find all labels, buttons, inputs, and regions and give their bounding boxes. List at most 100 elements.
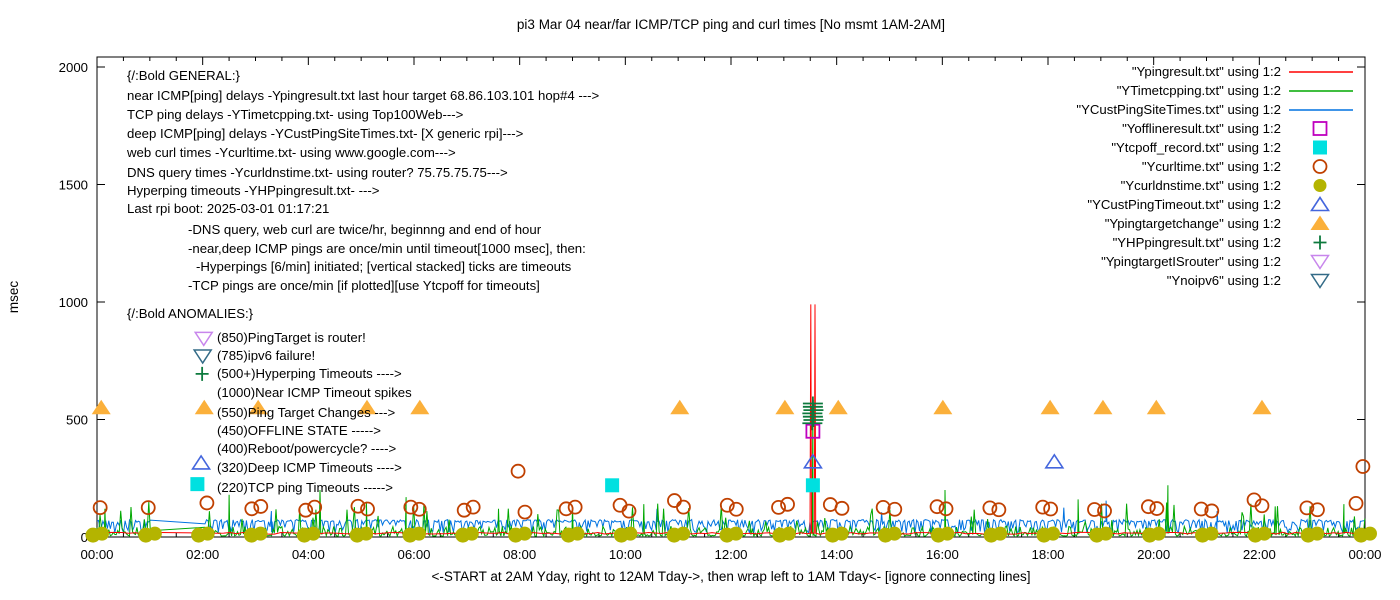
dns-time-point [834,526,849,541]
curl-time-point [140,500,156,516]
curl-time-point [298,502,314,518]
y-axis-label: msec [6,281,21,314]
dns-time-point [147,526,162,541]
curl-time-point [350,498,366,514]
curl-time-point [1087,502,1102,517]
ping-target-change-point [933,399,953,415]
curl-time-point [1035,499,1051,515]
y-tick-label: 2000 [59,60,88,75]
annotations: {/:Bold GENERAL:} near ICMP[ping] delays … [126,68,600,495]
anomaly-note: (400)Reboot/powercycle? ----> [217,441,397,456]
point-series [85,396,1377,543]
y-tick-label: 500 [66,413,88,428]
curl-time-point [307,499,323,515]
legend-label: "YCustPingTimeout.txt" using 1:2 [1087,197,1281,212]
dns-time-point [781,526,796,541]
curl-time-point [1355,459,1371,474]
curl-time-point [403,499,419,515]
curl-time-point [465,499,481,515]
general-note: TCP ping delays -YTimetcpping.txt- using… [127,107,464,122]
legend-label: "YCustPingSiteTimes.txt" using 1:2 [1076,102,1281,117]
anomaly-key-marker [192,349,213,365]
tcp-timeout-point [605,478,620,493]
anomaly-note: (550)Ping Target Changes ---> [217,405,396,420]
dns-time-point [517,526,532,541]
dns-time-point [200,526,215,541]
curl-time-point [1299,500,1315,516]
dns-time-point [1363,526,1377,541]
x-tick-label: 02:00 [186,547,219,562]
x-tick-label: 08:00 [503,547,536,562]
curl-time-point [1204,503,1220,519]
dns-time-point [676,526,691,541]
deep-icmp-timeout-point [1044,453,1065,469]
anomaly-note: (1000)Near ICMP Timeout spikes [217,385,412,400]
curl-time-point [1310,502,1325,518]
anomaly-note: (500+)Hyperping Timeouts ----> [217,366,402,381]
anomaly-key-marker [190,477,205,492]
anomaly-key-marker [191,454,212,470]
y-tick-label: 1000 [59,295,88,310]
ping-target-change-point [1252,399,1272,415]
plot-area: 00:00 02:00 04:00 06:00 08:00 10:00 12:00 14:00… [59,56,1382,562]
ping-target-change-point [1093,399,1113,415]
ping-target-change-point [194,399,214,415]
anomaly-note: (450)OFFLINE STATE -----> [217,423,381,438]
x-tick-label: 00:00 [80,547,113,562]
curl-time-point [929,499,945,515]
dns-time-point [623,526,638,541]
legend-label: "Ypingresult.txt" using 1:2 [1132,64,1281,79]
dns-time-point [1204,526,1219,541]
dns-time-point [993,526,1008,541]
dns-time-point [729,526,743,541]
legend-label: "YHPpingresult.txt" using 1:2 [1113,235,1281,250]
curl-time-point [411,501,427,517]
legend-label: "YTimetcpping.txt" using 1:2 [1117,83,1281,98]
ping-target-change-point [91,399,111,415]
ping-target-change-point [1040,399,1060,415]
deep-icmp-timeout-point [802,453,823,469]
dns-time-point [940,526,955,541]
curl-time-point [728,501,744,517]
legend-marker-sample [1310,273,1330,289]
dns-time-point [306,526,321,541]
general-note: DNS query times -Ycurldnstime.txt- using… [127,165,508,180]
curl-time-point [875,499,891,515]
legend-label: "Ycurldnstime.txt" using 1:2 [1121,178,1281,193]
dns-time-point [359,526,374,541]
ping-target-change-point [828,399,848,415]
curl-time-point [667,493,682,508]
general-note: web curl times -Ycurltime.txt- using www… [126,145,456,160]
curl-time-point [1254,498,1270,514]
legend-marker-sample [1312,159,1328,174]
anomaly-key-marker [195,366,209,381]
legend-label: "YpingtargetISrouter" using 1:2 [1101,254,1281,269]
curl-time-point [456,502,472,518]
x-axis-label: <-START at 2AM Yday, right to 12AM Tday-… [432,569,1031,584]
general-note: {/:Bold GENERAL:} [127,68,240,83]
curl-time-point [360,501,375,517]
curl-time-point [771,499,786,515]
ping-target-change-point [248,399,268,415]
legend-marker-sample [1310,254,1330,270]
curl-time-point [938,501,954,517]
x-tick-label: 12:00 [714,547,747,562]
legend-label: "Yofflineresult.txt" using 1:2 [1122,121,1281,136]
curl-time-point [567,499,583,515]
general-note: deep ICMP[ping] delays -YCustPingSiteTim… [127,126,524,141]
ping-target-change-point [670,399,690,415]
legend-label: "Ytcpoff_record.txt" using 1:2 [1111,140,1281,155]
x-tick-label: 22:00 [1243,547,1276,562]
legend: "Ypingresult.txt" using 1:2 "YTimetcpping… [1076,64,1353,289]
dns-time-point [412,526,426,541]
anomaly-note: (220)TCP ping Timeouts -----> [217,480,393,495]
curl-time-point [1140,499,1156,515]
curl-time-point [834,500,850,516]
curl-time-point [991,502,1007,518]
ping-target-change-point [357,399,377,415]
tcp-timeout-point [805,478,820,493]
legend-label: "Ynoipv6" using 1:2 [1167,273,1281,288]
dns-time-point [1046,526,1060,541]
